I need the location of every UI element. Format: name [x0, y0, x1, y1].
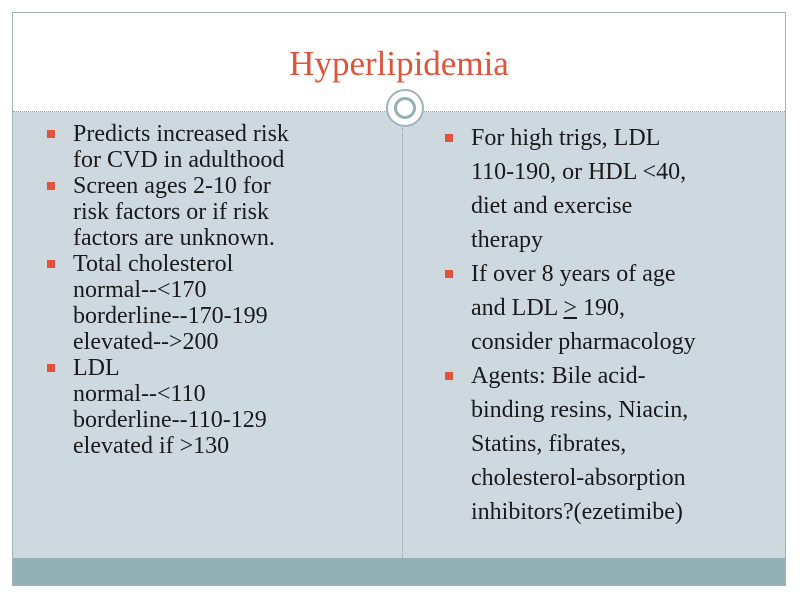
square-bullet-icon	[47, 130, 55, 138]
square-bullet-icon	[445, 270, 453, 278]
list-item: LDL normal--<110 borderline--110-129 ele…	[43, 355, 398, 459]
square-bullet-icon	[445, 134, 453, 142]
list-item-line: Statins, fibrates,	[471, 431, 627, 457]
right-bullet-list: For high trigs, LDL 110-190, or HDL <40,…	[441, 121, 781, 529]
underlined-symbol: >	[563, 295, 577, 321]
right-column: For high trigs, LDL 110-190, or HDL <40,…	[441, 121, 781, 529]
square-bullet-icon	[47, 182, 55, 190]
slide-frame: Hyperlipidemia Predicts increased risk f…	[12, 12, 786, 586]
bottom-band	[13, 558, 785, 585]
list-item-line: elevated-->200	[73, 329, 219, 355]
slide-title: Hyperlipidemia	[289, 44, 509, 83]
list-item-line: binding resins, Niacin,	[471, 397, 689, 423]
square-bullet-icon	[445, 372, 453, 380]
list-item-line: If over 8 years of age	[471, 261, 676, 287]
content-area	[13, 112, 785, 558]
list-item-line: and LDL > 190,	[471, 291, 781, 325]
list-item-line: normal--<170	[73, 277, 207, 303]
line-text: 190,	[576, 295, 625, 321]
line-text: and LDL	[471, 295, 564, 321]
list-item: For high trigs, LDL 110-190, or HDL <40,…	[441, 121, 781, 257]
list-item-line: factors are unknown.	[73, 225, 275, 251]
list-item-line: Screen ages 2-10 for	[73, 173, 271, 199]
list-item-line: therapy	[471, 227, 543, 253]
list-item-line: LDL	[73, 355, 120, 381]
list-item-line: borderline--110-129	[73, 407, 267, 433]
list-item: Total cholesterol normal--<170 borderlin…	[43, 251, 398, 355]
list-item: If over 8 years of age and LDL > 190, co…	[441, 257, 781, 359]
list-item-line: For high trigs, LDL	[471, 125, 661, 151]
list-item-line: consider pharmacology	[471, 329, 696, 355]
list-item-line: elevated if >130	[73, 433, 230, 459]
circle-ornament-inner	[394, 97, 416, 119]
square-bullet-icon	[47, 364, 55, 372]
list-item-line: Predicts increased risk	[73, 121, 289, 147]
list-item-line: normal--<110	[73, 381, 206, 407]
list-item-line: diet and exercise	[471, 193, 633, 219]
left-column: Predicts increased risk for CVD in adult…	[43, 121, 398, 459]
list-item-line: 110-190, or HDL <40,	[471, 159, 687, 185]
list-item-line: cholesterol-absorption	[471, 465, 686, 491]
list-item-line: Agents: Bile acid-	[471, 363, 646, 389]
list-item-line: for CVD in adulthood	[73, 147, 285, 173]
list-item: Predicts increased risk for CVD in adult…	[43, 121, 398, 173]
list-item-line: Total cholesterol	[73, 251, 234, 277]
circle-ornament-icon	[386, 89, 424, 127]
square-bullet-icon	[47, 260, 55, 268]
list-item-line: risk factors or if risk	[73, 199, 269, 225]
list-item: Screen ages 2-10 for risk factors or if …	[43, 173, 398, 251]
left-bullet-list: Predicts increased risk for CVD in adult…	[43, 121, 398, 459]
list-item: Agents: Bile acid- binding resins, Niaci…	[441, 359, 781, 529]
list-item-line: inhibitors?(ezetimibe)	[471, 499, 683, 525]
column-divider	[402, 128, 403, 558]
list-item-line: borderline--170-199	[73, 303, 268, 329]
